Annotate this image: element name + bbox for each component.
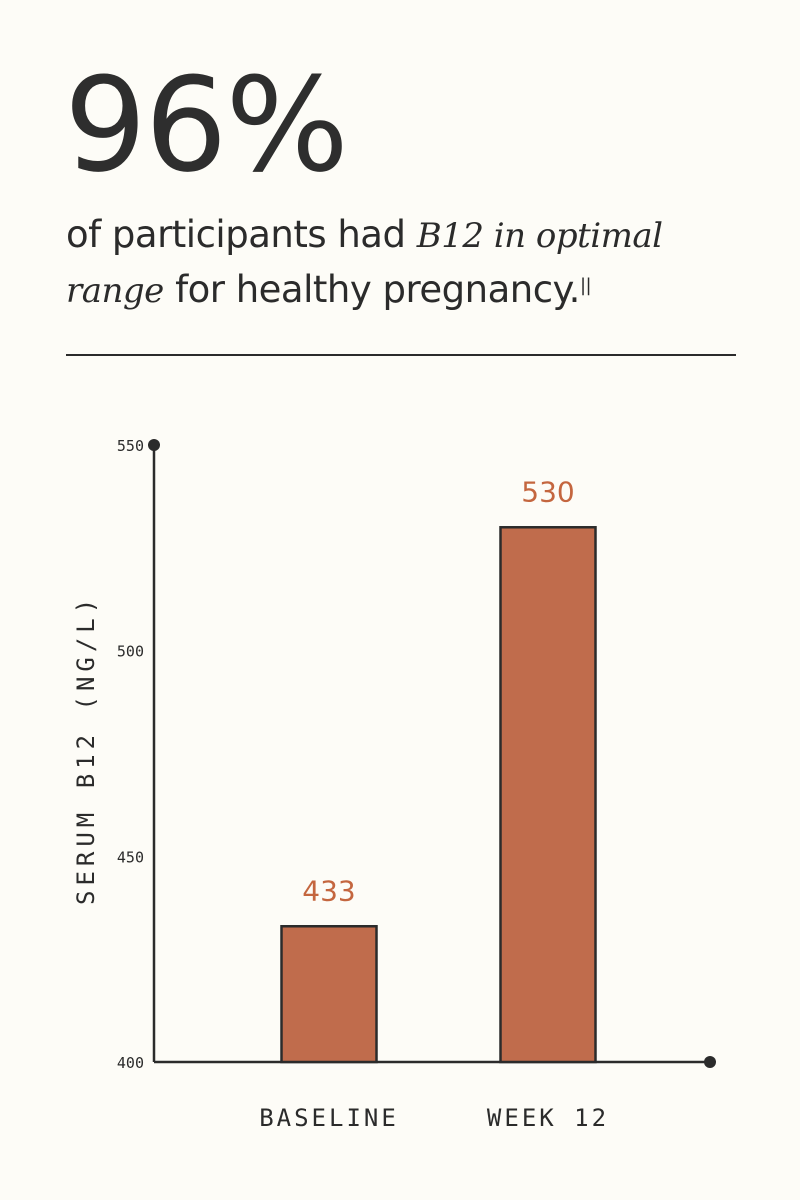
y-tick-label-500: 500 [117, 643, 144, 661]
description-text-end: for healthy pregnancy. [163, 268, 580, 311]
x-axis-end-dot [704, 1056, 716, 1068]
y-tick-label-400: 400 [117, 1054, 144, 1072]
value-label-0: 433 [302, 874, 355, 907]
headline-description: of participants had B12 in optimal range… [66, 208, 766, 318]
bar-baseline [280, 925, 378, 1064]
x-tick-label-0: BASELINE [259, 1104, 399, 1132]
x-tick-label-1: WEEK 12 [487, 1104, 609, 1132]
footnote-mark: || [579, 275, 592, 296]
headline-stat: 96% [64, 49, 349, 201]
value-label-1: 530 [521, 475, 574, 508]
y-axis-label: SERUM B12 (NG/L) [72, 594, 100, 905]
y-tick-label-550: 550 [117, 437, 144, 455]
description-emphasis: B12 in optimal range [66, 216, 663, 311]
description-text: of participants had [66, 213, 417, 256]
y-axis-end-dot [148, 439, 160, 451]
bar-week-12 [499, 526, 597, 1064]
divider [66, 354, 736, 356]
y-tick-label-450: 450 [117, 848, 144, 866]
